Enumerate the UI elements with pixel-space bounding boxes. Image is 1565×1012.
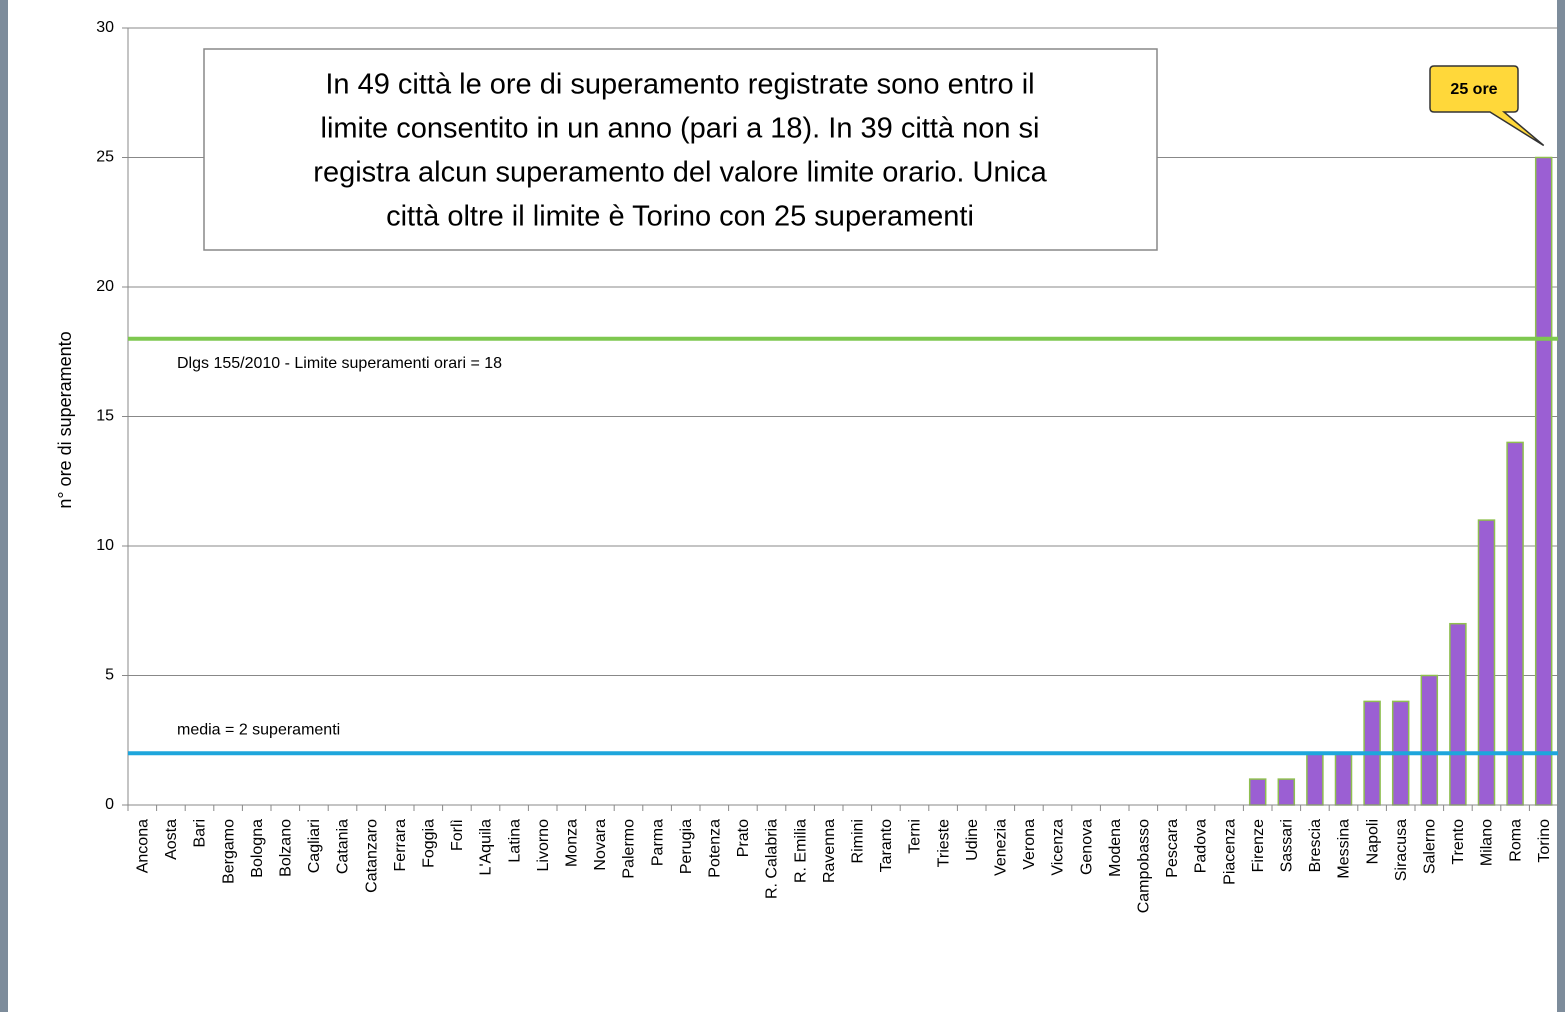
callout-text: 25 ore bbox=[1450, 81, 1497, 98]
x-tick-label: Modena bbox=[1107, 819, 1124, 877]
x-tick-label: Forlì bbox=[449, 819, 466, 851]
x-tick-label: Bologna bbox=[249, 819, 266, 878]
x-tick-label: R. Calabria bbox=[764, 819, 781, 899]
bar bbox=[1306, 752, 1324, 806]
x-tick-label: Napoli bbox=[1364, 819, 1381, 864]
y-tick-label: 5 bbox=[105, 667, 114, 684]
bar bbox=[1534, 156, 1553, 806]
x-tick-label: L'Aquila bbox=[478, 819, 495, 876]
x-tick-label: R. Emilia bbox=[792, 819, 809, 883]
x-tick-label: Firenze bbox=[1250, 819, 1267, 872]
y-tick-label: 15 bbox=[96, 408, 114, 425]
x-tick-label: Terni bbox=[907, 819, 924, 854]
bar bbox=[1277, 778, 1296, 806]
x-tick-label: Taranto bbox=[878, 819, 895, 872]
x-tick-label: Venezia bbox=[993, 819, 1010, 876]
x-tick-label: Ancona bbox=[135, 819, 152, 873]
x-tick-label: Sassari bbox=[1279, 819, 1296, 872]
bar bbox=[1248, 778, 1267, 806]
reference-label: media = 2 superamenti bbox=[177, 721, 340, 738]
x-tick-label: Messina bbox=[1336, 819, 1353, 879]
x-tick-label: Torino bbox=[1536, 819, 1553, 863]
x-tick-label: Verona bbox=[1021, 819, 1038, 870]
callout-box bbox=[1429, 65, 1545, 147]
x-tick-label: Pescara bbox=[1164, 819, 1181, 878]
x-tick-label: Potenza bbox=[707, 819, 724, 878]
x-tick-label: Siracusa bbox=[1393, 819, 1410, 881]
x-tick-label: Palermo bbox=[621, 819, 638, 879]
x-tick-label: Udine bbox=[964, 819, 981, 861]
x-tick-label: Piacenza bbox=[1221, 819, 1238, 885]
x-tick-label: Roma bbox=[1507, 819, 1524, 862]
x-tick-label: Foggia bbox=[421, 819, 438, 868]
bar bbox=[1334, 752, 1353, 806]
annotation-box bbox=[203, 48, 1158, 251]
x-tick-label: Genova bbox=[1078, 819, 1095, 875]
x-tick-label: Trieste bbox=[935, 819, 952, 867]
x-tick-label: Livorno bbox=[535, 819, 552, 872]
x-tick-label: Prato bbox=[735, 819, 752, 857]
x-tick-label: Perugia bbox=[678, 819, 695, 874]
x-tick-label: Campobasso bbox=[1136, 819, 1153, 913]
bar bbox=[1506, 441, 1524, 806]
x-tick-label: Milano bbox=[1479, 819, 1496, 866]
x-tick-label: Rimini bbox=[850, 819, 867, 863]
y-tick-label: 10 bbox=[96, 537, 114, 554]
bar bbox=[1477, 519, 1496, 806]
bar bbox=[1420, 674, 1439, 806]
annotation-text: In 49 città le ore di superamento regist… bbox=[325, 69, 1034, 101]
x-tick-label: Bolzano bbox=[278, 819, 295, 877]
x-tick-label: Bari bbox=[192, 819, 209, 847]
x-tick-label: Latina bbox=[506, 819, 523, 863]
x-tick-label: Vicenza bbox=[1050, 819, 1067, 876]
x-tick-label: Parma bbox=[649, 819, 666, 866]
x-tick-label: Novara bbox=[592, 819, 609, 871]
x-tick-label: Cagliari bbox=[306, 819, 323, 873]
x-tick-label: Salerno bbox=[1422, 819, 1439, 874]
x-tick-label: Padova bbox=[1193, 819, 1210, 873]
bar bbox=[1449, 622, 1467, 806]
y-tick-label: 0 bbox=[105, 796, 114, 813]
x-tick-label: Trento bbox=[1450, 819, 1467, 865]
x-tick-label: Catanzaro bbox=[363, 819, 380, 893]
y-tick-label: 25 bbox=[96, 149, 114, 166]
x-tick-label: Bergamo bbox=[220, 819, 237, 884]
x-tick-label: Ravenna bbox=[821, 819, 838, 883]
y-tick-label: 20 bbox=[96, 278, 114, 295]
y-axis-label: n° ore di superamento bbox=[55, 331, 75, 508]
annotation-text: città oltre il limite è Torino con 25 su… bbox=[386, 201, 974, 233]
x-tick-label: Brescia bbox=[1307, 819, 1324, 872]
x-tick-label: Monza bbox=[564, 819, 581, 867]
annotation-text: registra alcun superamento del valore li… bbox=[313, 157, 1047, 189]
annotation-text: limite consentito in un anno (pari a 18)… bbox=[321, 113, 1040, 145]
x-tick-label: Ferrara bbox=[392, 819, 409, 872]
reference-label: Dlgs 155/2010 - Limite superamenti orari… bbox=[177, 355, 502, 372]
y-tick-label: 30 bbox=[96, 19, 114, 36]
x-tick-label: Catania bbox=[335, 819, 352, 874]
x-tick-label: Aosta bbox=[163, 819, 180, 860]
